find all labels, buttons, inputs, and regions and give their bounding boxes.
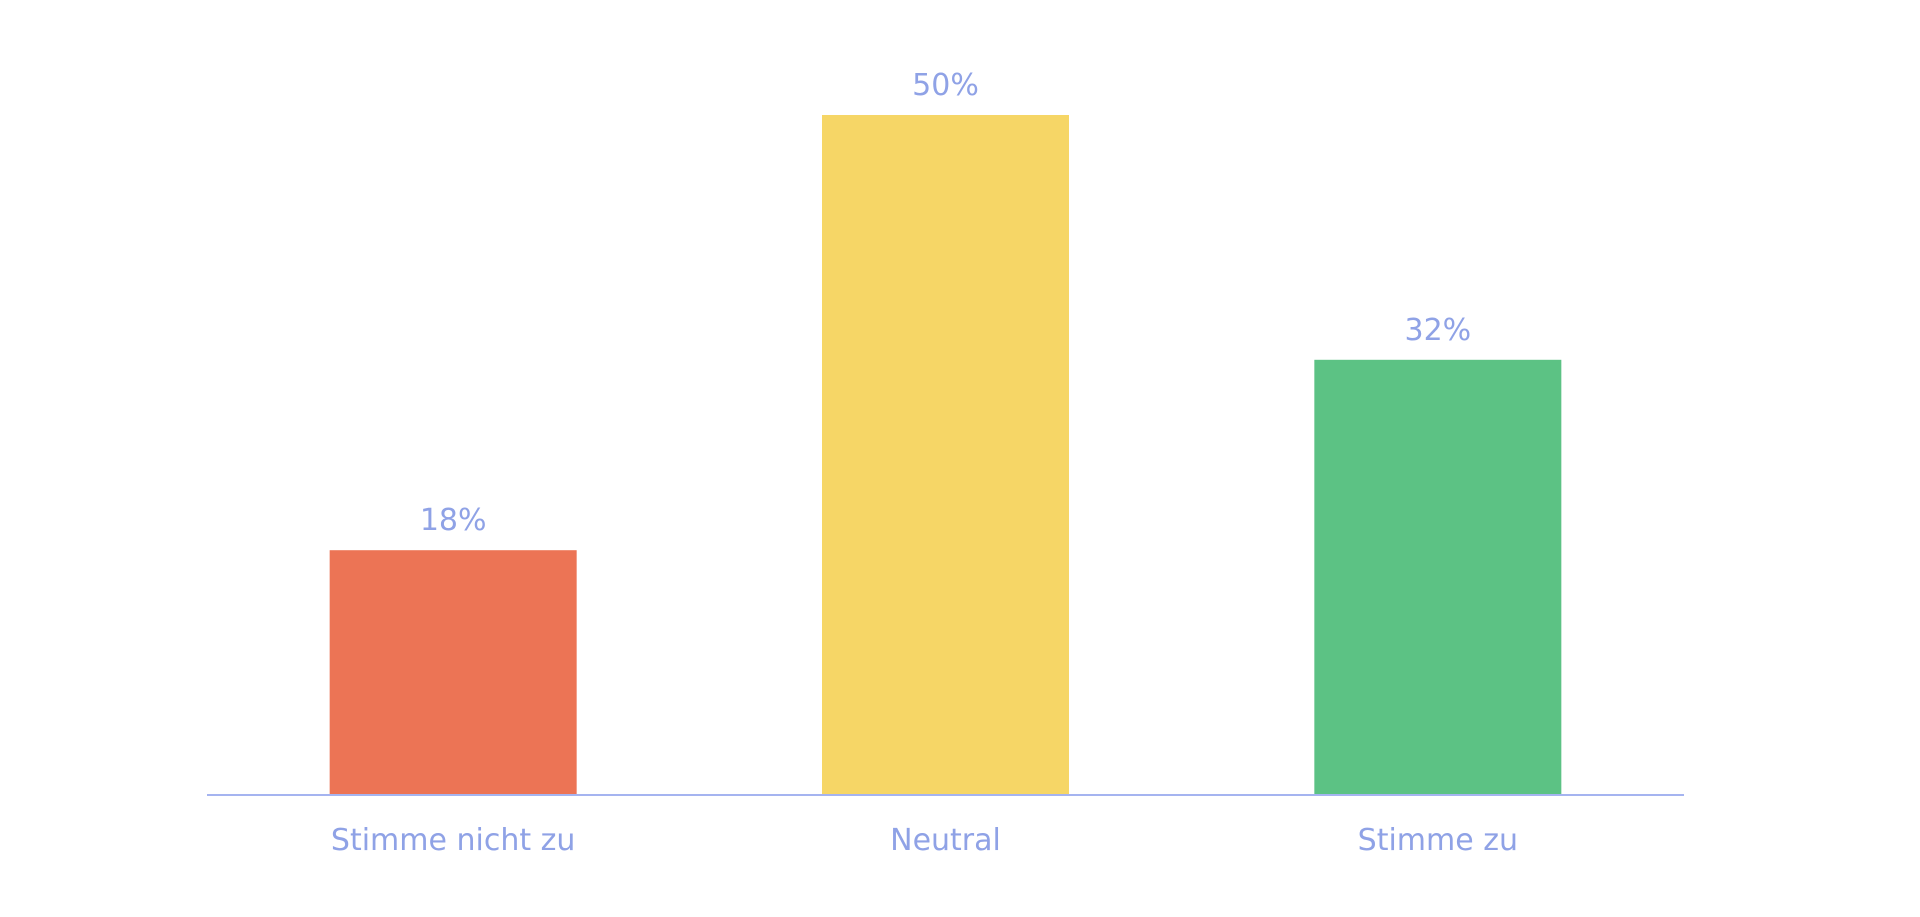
value-label: 32%	[1404, 313, 1471, 348]
x-tick-label: Stimme nicht zu	[331, 823, 576, 858]
value-label: 18%	[420, 503, 487, 538]
x-tick-label: Neutral	[890, 823, 1001, 858]
bar	[329, 550, 577, 795]
bar	[1314, 359, 1562, 795]
value-label: 50%	[912, 68, 979, 103]
bar	[822, 115, 1069, 795]
x-tick-label: Stimme zu	[1358, 823, 1518, 858]
